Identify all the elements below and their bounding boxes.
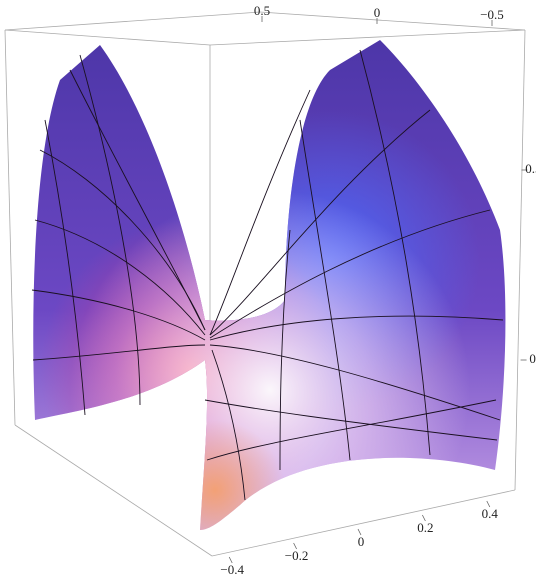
x-tick	[486, 500, 491, 508]
x-tick	[357, 528, 362, 536]
surface	[33, 40, 506, 530]
box-front	[4, 11, 526, 557]
x-tick-label: −0.4	[220, 562, 244, 577]
mesh	[31, 49, 504, 501]
x-tick	[293, 542, 297, 550]
box-back	[4, 29, 526, 335]
x-tick	[228, 556, 233, 564]
z-tick-label: 0.5	[525, 161, 536, 176]
x-tick-label: 0	[358, 534, 365, 549]
y-tick-label: 0.5	[254, 3, 270, 18]
y-tick-label: −0.5	[480, 7, 504, 22]
y-tick-label: 0	[374, 5, 381, 20]
x-tick	[422, 514, 426, 522]
x-tick-label: −0.2	[285, 548, 309, 563]
x-tick-label: 0.4	[482, 506, 499, 521]
z-tick-label: 0	[529, 351, 536, 366]
x-tick-label: 0.2	[417, 520, 433, 535]
